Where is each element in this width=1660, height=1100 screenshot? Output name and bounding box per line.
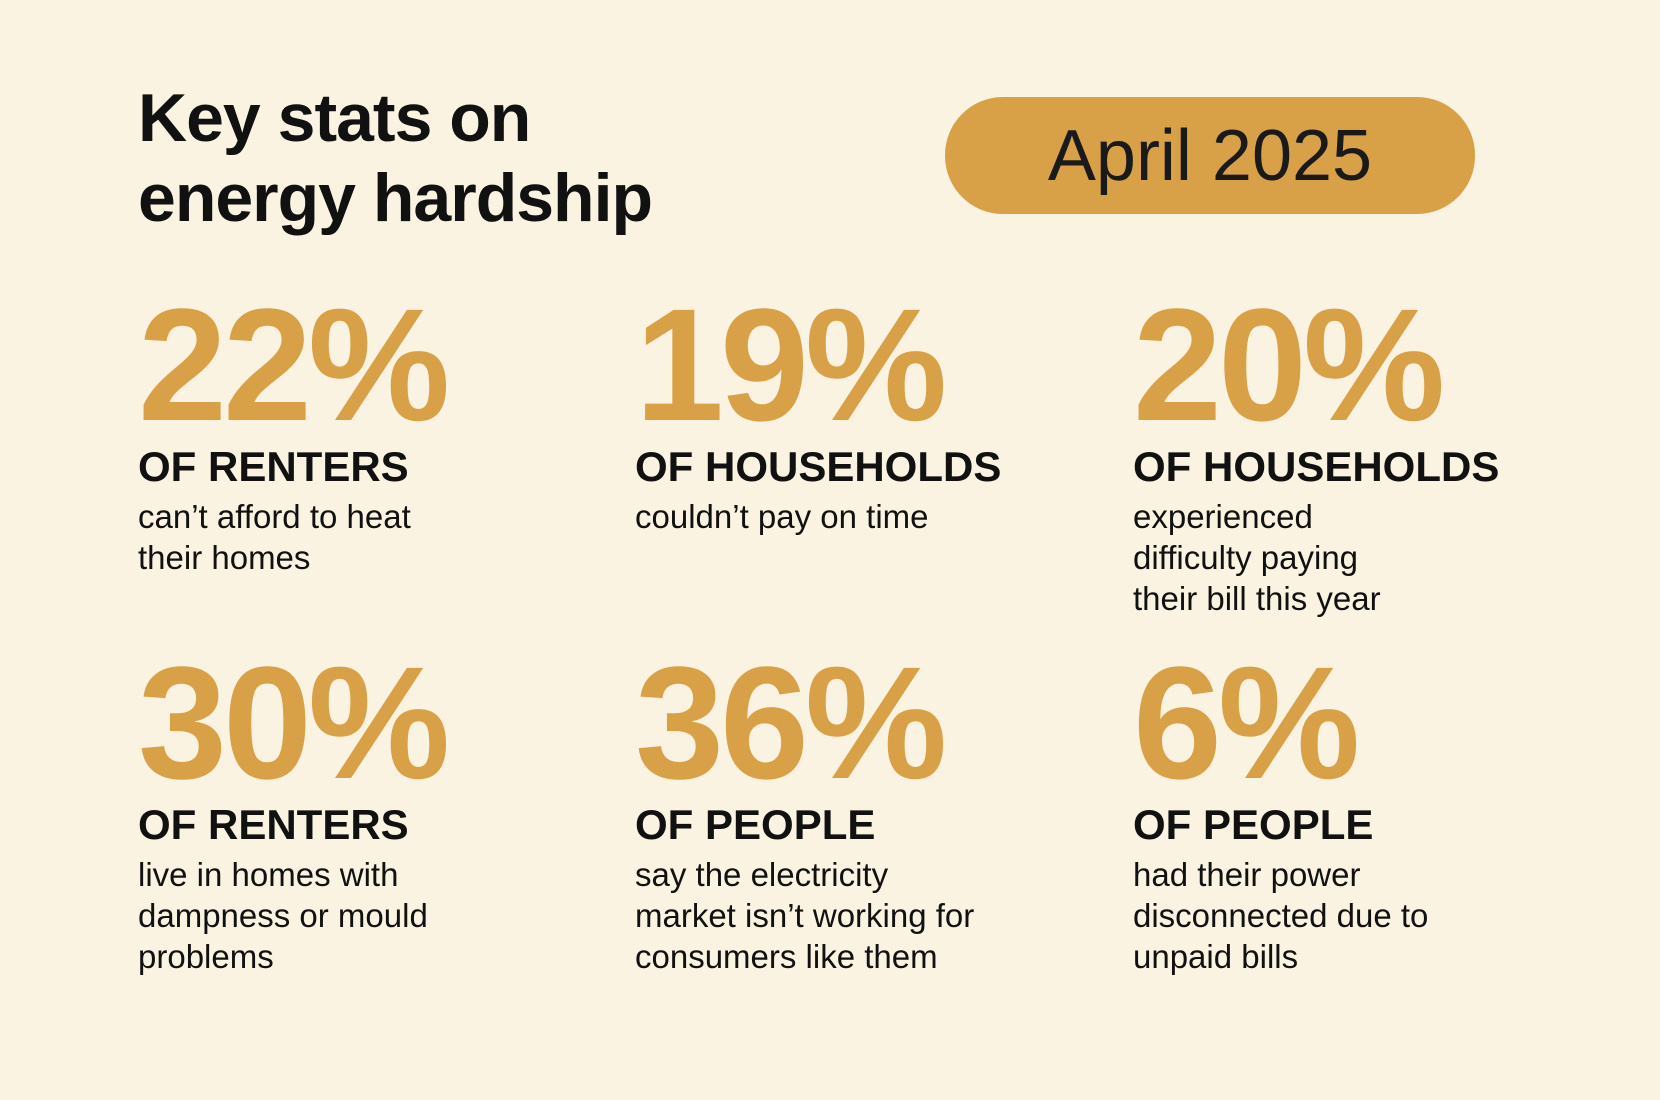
description-line: consumers like them [635, 938, 938, 975]
stat-value: 22% [138, 275, 450, 454]
description-line: say the electricity [635, 856, 889, 893]
stat-value: 30% [138, 633, 450, 812]
description-line: had their power [1133, 856, 1361, 893]
stat-description: live in homes with dampness or mould probl… [138, 854, 608, 977]
description-line: problems [138, 938, 274, 975]
stat-heading: OF HOUSEHOLDS [1133, 443, 1500, 490]
stat-heading: OF PEOPLE [635, 801, 876, 848]
description-line: difficulty paying [1133, 539, 1359, 576]
description-line: live in homes with [138, 856, 399, 893]
stat-heading: OF PEOPLE [1133, 801, 1374, 848]
stat-heading: OF RENTERS [138, 443, 409, 490]
stat-card: 30% OF RENTERS live in homes with dampness … [138, 633, 608, 977]
stat-card: 19% OF HOUSEHOLDS couldn’t pay on time [635, 275, 1105, 537]
title-line: energy hardship [138, 160, 653, 236]
description-line: their homes [138, 539, 311, 576]
description-line: can’t afford to heat [138, 498, 411, 535]
stat-card: 22% OF RENTERS can’t afford to heat their h… [138, 275, 608, 578]
stat-heading: OF RENTERS [138, 801, 409, 848]
stat-value: 36% [635, 633, 947, 812]
description-line: their bill this year [1133, 580, 1381, 617]
description-line: couldn’t pay on time [635, 498, 929, 535]
stat-description: can’t afford to heat their homes [138, 496, 608, 578]
description-line: disconnected due to [1133, 897, 1429, 934]
date-badge: April 2025 [945, 97, 1475, 214]
stat-description: experienced difficulty paying their bill t… [1133, 496, 1603, 619]
stat-heading: OF HOUSEHOLDS [635, 443, 1002, 490]
description-line: market isn’t working for [635, 897, 975, 934]
description-line: dampness or mould [138, 897, 428, 934]
title-line: Key stats on [138, 80, 531, 156]
stat-description: couldn’t pay on time [635, 496, 1105, 537]
stat-value: 6% [1133, 633, 1360, 812]
stat-value: 20% [1133, 275, 1445, 454]
stat-value: 19% [635, 275, 947, 454]
description-line: unpaid bills [1133, 938, 1299, 975]
stat-card: 6% OF PEOPLE had their power disconnected d… [1133, 633, 1603, 977]
stat-description: say the electricity market isn’t working … [635, 854, 1105, 977]
date: April 2025 [1047, 115, 1373, 196]
stat-description: had their power disconnected due to unpaid… [1133, 854, 1603, 977]
stat-card: 20% OF HOUSEHOLDS experienced difficulty pa… [1133, 275, 1603, 619]
title: Key stats on energy hardship [138, 78, 653, 238]
description-line: experienced [1133, 498, 1313, 535]
stat-card: 36% OF PEOPLE say the electricity market is… [635, 633, 1105, 977]
